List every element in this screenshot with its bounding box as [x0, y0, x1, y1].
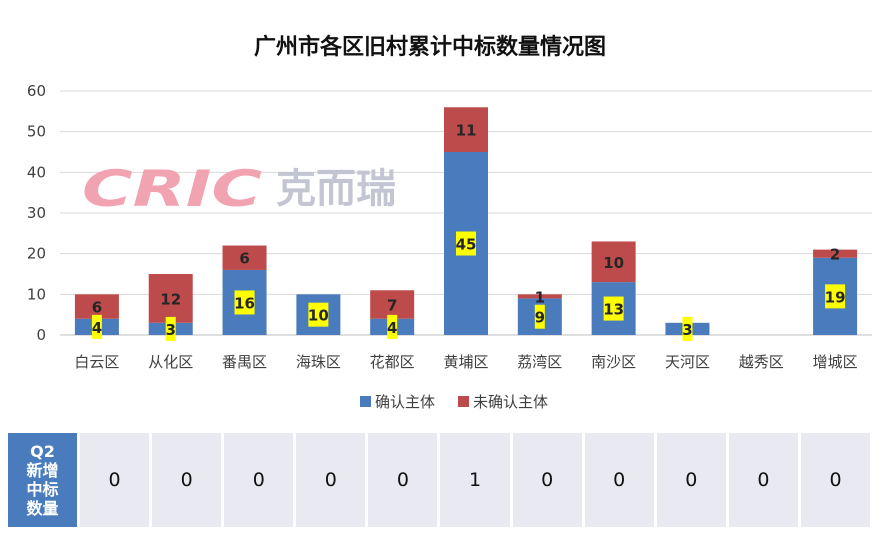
chart-title: 广州市各区旧村累计中标数量情况图 — [254, 34, 606, 60]
data-label-confirmed: 45 — [456, 236, 477, 254]
y-tick-label: 20 — [27, 245, 46, 263]
q2-cell-zengcheng: 0 — [800, 433, 871, 527]
data-label-unconfirmed: 7 — [387, 297, 397, 315]
data-label-confirmed: 4 — [92, 319, 102, 337]
data-label-confirmed: 10 — [308, 307, 329, 325]
legend-label: 确认主体 — [375, 393, 435, 411]
data-label-confirmed: 3 — [166, 321, 176, 339]
x-category-label: 荔湾区 — [517, 353, 562, 371]
data-label-unconfirmed: 1 — [535, 288, 545, 306]
data-label-unconfirmed: 6 — [239, 250, 249, 268]
y-tick-label: 50 — [27, 123, 46, 141]
legend: 确认主体 未确认主体 — [360, 393, 548, 411]
q2-cell-yuexiu: 0 — [728, 433, 798, 527]
chart: 广州市各区旧村累计中标数量情况图 CRIC 克而瑞 0102030405060 … — [27, 34, 872, 411]
bar-unconfirmed — [148, 274, 193, 323]
x-category-label: 增城区 — [813, 353, 858, 371]
y-tick-label: 0 — [36, 326, 46, 344]
bars — [74, 107, 858, 335]
data-label-unconfirmed: 6 — [92, 299, 102, 317]
legend-swatch — [360, 396, 371, 407]
x-category-label: 南沙区 — [591, 353, 636, 371]
y-tick-label: 40 — [27, 163, 46, 181]
bar-unconfirmed — [74, 294, 119, 319]
data-label-unconfirmed: 2 — [830, 246, 840, 264]
x-category-label: 白云区 — [74, 353, 119, 371]
q2-cell-panyu: 0 — [224, 433, 294, 527]
data-label-highlight — [308, 302, 329, 327]
q2-cell-huangpu: 1 — [440, 433, 510, 527]
q2-cell-haizhu: 0 — [296, 433, 366, 527]
x-category-label: 越秀区 — [739, 353, 784, 371]
bar-unconfirmed — [517, 294, 562, 299]
y-axis-ticks: 0 10 20 30 40 50 60 — [27, 82, 46, 344]
q2-table-cells: 0 0 0 0 0 1 0 0 0 0 0 — [80, 433, 871, 527]
bar-unconfirmed — [444, 107, 488, 152]
x-category-label: 黄埔区 — [443, 353, 488, 371]
q2-new-bids-table: Q2 新增 中标 数量 0 0 0 0 0 1 0 0 0 0 0 — [8, 433, 871, 527]
watermark-cjk: 克而瑞 — [276, 166, 396, 212]
data-label-highlight — [165, 316, 176, 341]
x-category-label: 海珠区 — [296, 353, 341, 371]
x-axis-categories: 白云区 从化区 番禺区 海珠区 花都区 黄埔区 荔湾区 南沙区 天河区 越秀区 增城区 — [74, 353, 857, 371]
q2-header-line: Q2 — [30, 442, 55, 461]
data-label-confirmed: 9 — [535, 309, 545, 327]
watermark-latin: CRIC — [82, 160, 262, 218]
bar-unconfirmed — [591, 241, 636, 283]
data-label-confirmed: 13 — [603, 301, 624, 319]
data-label-highlight — [825, 284, 846, 309]
q2-cell-tianhe: 0 — [656, 433, 726, 527]
q2-table-header: Q2 新增 中标 数量 — [8, 433, 77, 527]
y-tick-label: 30 — [27, 204, 46, 222]
x-category-label: 从化区 — [148, 353, 193, 371]
data-label-confirmed: 4 — [387, 319, 397, 337]
data-label-confirmed: 3 — [682, 321, 692, 339]
x-category-label: 天河区 — [665, 353, 710, 371]
data-label-highlight — [456, 231, 476, 256]
legend-label: 未确认主体 — [473, 393, 548, 411]
q2-cell-nansha: 0 — [584, 433, 654, 527]
data-label-highlight — [91, 314, 102, 339]
q2-cell-conghua: 0 — [152, 433, 222, 527]
q2-header-line: 新增 — [26, 461, 59, 480]
data-label-confirmed: 16 — [234, 294, 255, 312]
q2-cell-baiyun: 0 — [80, 433, 150, 527]
bar-unconfirmed — [222, 245, 267, 270]
bar-unconfirmed — [370, 290, 415, 319]
data-labels: 4 6 3 12 16 6 10 4 7 45 11 9 1 13 10 3 19 2 — [92, 122, 846, 341]
legend-swatch — [458, 396, 469, 407]
q2-header-line: 数量 — [26, 499, 59, 518]
data-label-highlight — [603, 296, 624, 321]
data-label-unconfirmed: 12 — [160, 290, 181, 308]
data-label-unconfirmed: 10 — [603, 254, 624, 272]
x-category-label: 花都区 — [370, 353, 415, 371]
data-label-unconfirmed: 11 — [456, 122, 477, 140]
watermark: CRIC 克而瑞 — [82, 160, 396, 218]
y-tick-label: 60 — [27, 82, 46, 100]
q2-cell-liwan: 0 — [512, 433, 582, 527]
data-label-highlight — [682, 316, 693, 341]
data-label-highlight — [534, 304, 545, 329]
bar-unconfirmed — [813, 249, 858, 258]
q2-header-line: 中标 — [26, 480, 59, 499]
y-tick-label: 10 — [27, 285, 46, 303]
x-category-label: 番禺区 — [222, 353, 267, 371]
data-label-highlight — [387, 314, 398, 339]
data-label-confirmed: 19 — [825, 288, 846, 306]
data-label-highlight — [234, 290, 255, 315]
q2-cell-huadu: 0 — [368, 433, 438, 527]
